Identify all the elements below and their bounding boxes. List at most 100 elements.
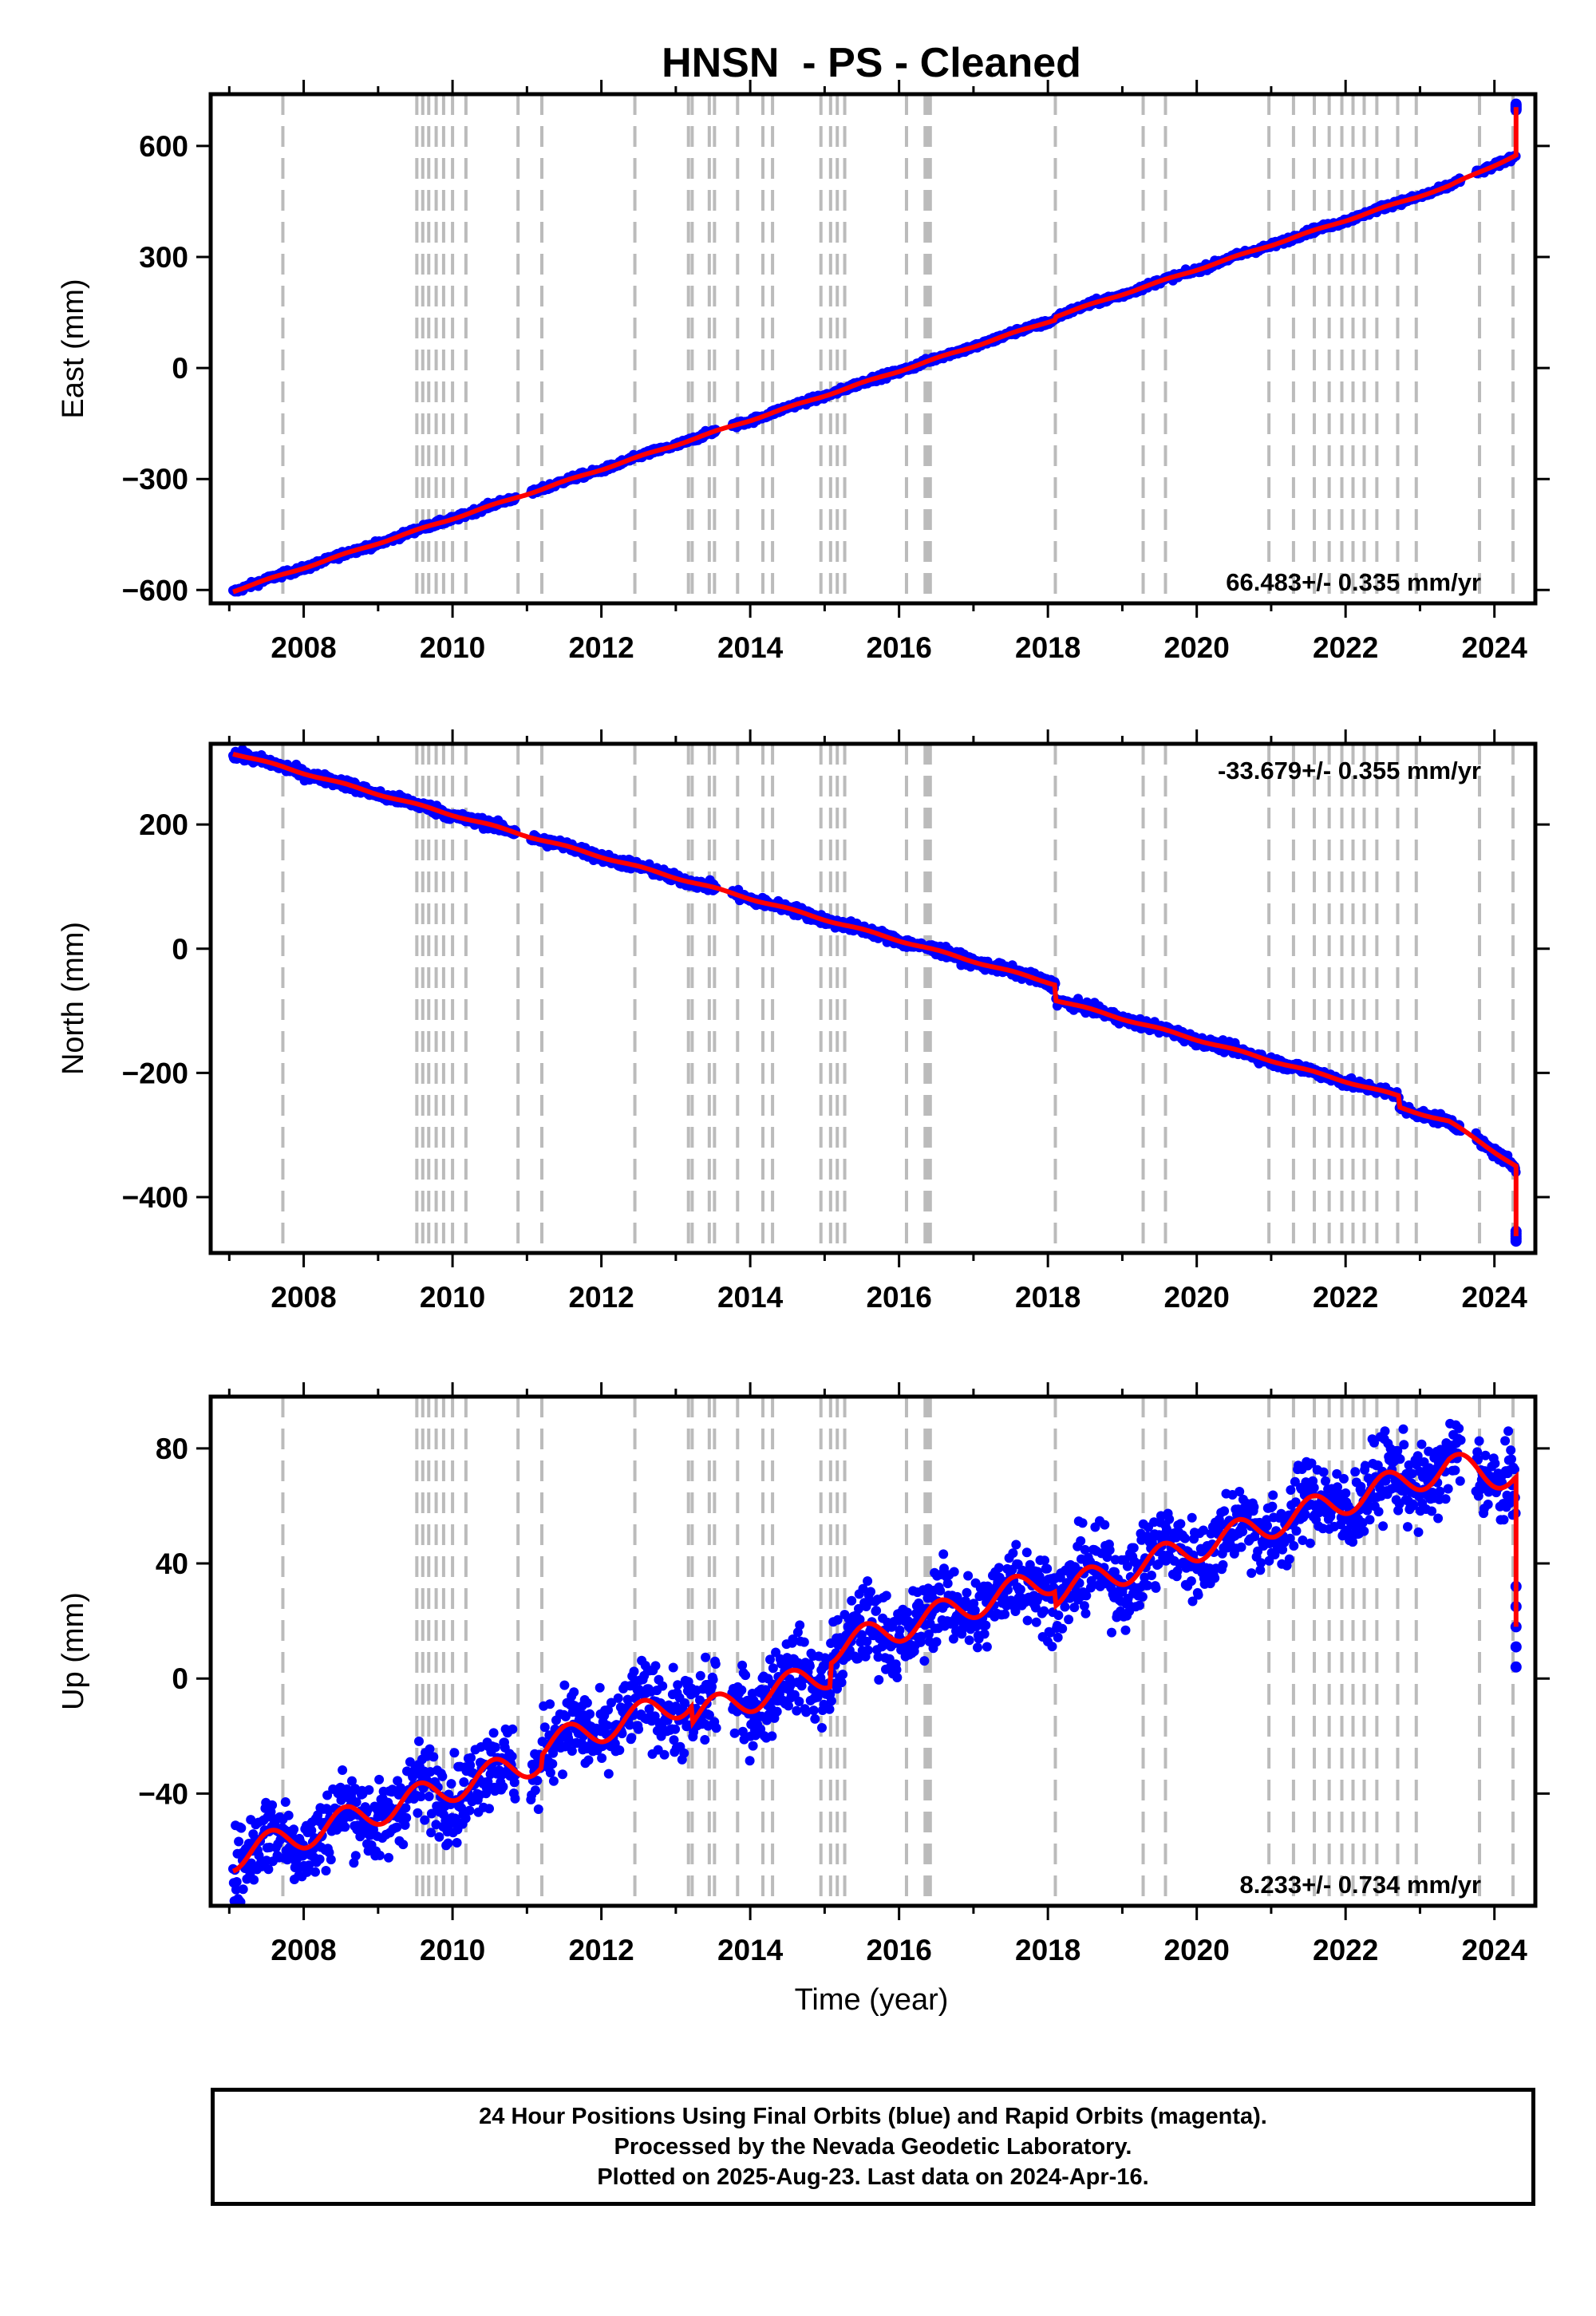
data-point [310, 1867, 320, 1877]
data-point [437, 1771, 448, 1781]
data-point [548, 1748, 559, 1758]
x-tick-label: 2012 [568, 631, 634, 664]
y-tick-label: 300 [139, 241, 188, 274]
data-point [374, 1850, 385, 1860]
data-point [426, 1828, 437, 1838]
data-point [464, 1805, 475, 1816]
data-point [614, 1745, 625, 1755]
data-point [488, 1728, 499, 1738]
y-tick-label: −300 [122, 463, 188, 496]
data-point [626, 1733, 637, 1743]
x-tick-label: 2008 [271, 1281, 336, 1314]
data-point [280, 1797, 290, 1807]
x-tick-label: 2022 [1313, 1281, 1378, 1314]
data-point [231, 1884, 241, 1895]
data-point [701, 1652, 711, 1662]
data-point [569, 1687, 579, 1697]
data-point [625, 1720, 634, 1730]
x-tick-label: 2018 [1015, 1281, 1080, 1314]
x-tick-label: 2014 [717, 631, 784, 664]
data-point [484, 1804, 494, 1814]
data-point [326, 1855, 336, 1865]
data-point [466, 1753, 476, 1763]
data-point [387, 1784, 397, 1795]
x-tick-label: 2014 [717, 1281, 784, 1314]
data-point [559, 1680, 570, 1690]
data-point [426, 1808, 437, 1819]
data-point [741, 1670, 751, 1681]
x-tick-label: 2010 [420, 631, 485, 664]
data-point [425, 1744, 435, 1754]
x-tick-label: 2022 [1313, 631, 1378, 664]
data-point [670, 1724, 681, 1734]
data-point [446, 1779, 456, 1789]
y-tick-label: 0 [172, 352, 188, 385]
data-point [729, 1728, 740, 1738]
data-point [338, 1765, 348, 1775]
data-point [498, 1781, 508, 1792]
data-point [602, 1721, 613, 1731]
data-point [236, 1823, 247, 1833]
data-point [606, 1697, 616, 1708]
data-point [460, 1813, 471, 1824]
x-tick-label: 2018 [1015, 631, 1080, 664]
data-point [767, 1731, 777, 1741]
data-point [321, 1866, 331, 1875]
data-point [508, 1724, 518, 1734]
data-point [629, 1666, 639, 1677]
data-point [263, 1864, 274, 1875]
y-tick-label: −600 [122, 574, 188, 607]
data-point [583, 1755, 594, 1765]
data-point [347, 1776, 357, 1786]
data-point [238, 1884, 248, 1895]
data-point [416, 1792, 426, 1802]
data-point [707, 1682, 717, 1692]
data-point [424, 1792, 434, 1801]
data-point [765, 1654, 775, 1665]
model-line [232, 107, 1519, 595]
data-point [673, 1680, 683, 1690]
data-point [658, 1681, 668, 1691]
data-point [533, 1804, 543, 1814]
data-point [659, 1749, 670, 1760]
x-tick-label: 2016 [866, 1281, 931, 1314]
x-tick-label: 2024 [1462, 631, 1528, 664]
x-tick-label: 2012 [568, 1281, 634, 1314]
data-point [452, 1838, 462, 1848]
y-tick-label: 0 [172, 933, 188, 966]
data-point [509, 1777, 519, 1788]
y-tick-label: 200 [139, 808, 188, 841]
x-tick-label: 2024 [1462, 1281, 1528, 1314]
data-point [483, 1777, 493, 1787]
y-axis-label: East (mm) [57, 279, 90, 418]
data-point [532, 1776, 543, 1786]
x-tick-label: 2016 [866, 631, 931, 664]
data-point [745, 1756, 755, 1766]
data-point [545, 1768, 555, 1778]
data-point [364, 1784, 374, 1795]
data-point [669, 1735, 679, 1745]
data-point [249, 1875, 259, 1885]
data-point [374, 1774, 385, 1784]
data-point [539, 1722, 550, 1733]
data-point [459, 1777, 469, 1787]
data-point [267, 1800, 278, 1810]
data-point [700, 1735, 710, 1745]
data-point [392, 1822, 402, 1832]
data-point [449, 1748, 460, 1758]
data-point [650, 1661, 661, 1671]
data-point [634, 1724, 644, 1734]
data-point [384, 1852, 393, 1863]
data-point [711, 1723, 721, 1733]
data-point [710, 1659, 721, 1669]
data-point [234, 1836, 244, 1847]
data-point [760, 1685, 771, 1695]
data-point [595, 1682, 605, 1693]
data-point [704, 1710, 714, 1720]
data-point [695, 1670, 705, 1681]
x-tick-label: 2008 [271, 631, 336, 664]
panel-north: 2008 2010 2012 2014 2016 2018 2020 2022 20242000… [57, 729, 1550, 1314]
panels-group: 2008 2010 2012 2014 2016 2018 2020 2022 20246003… [57, 80, 1550, 1966]
data-point [401, 1812, 412, 1823]
